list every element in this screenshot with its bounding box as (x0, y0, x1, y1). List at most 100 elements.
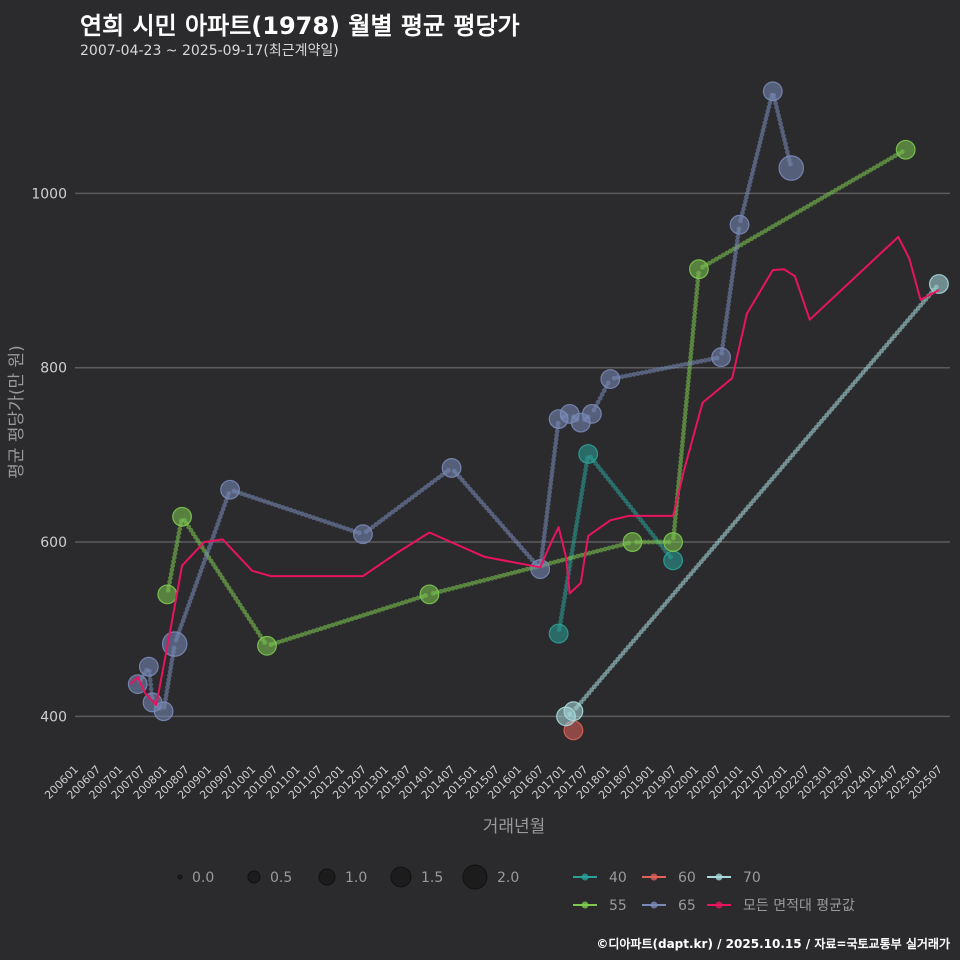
trend-dot (688, 355, 693, 360)
trend-dot (571, 554, 577, 560)
trend-dot (741, 206, 746, 212)
trend-dot (322, 519, 328, 524)
trend-dot (680, 431, 686, 437)
trend-dot (692, 310, 698, 316)
trend-dot (577, 499, 583, 505)
trend-dot (493, 574, 499, 580)
trend-dot (542, 526, 548, 531)
trend-dot (469, 580, 475, 586)
trend-dot (742, 240, 747, 246)
y-tick-label: 400 (40, 709, 67, 725)
trend-dot (164, 689, 170, 694)
area-legend-label: 70 (743, 870, 761, 886)
trend-dot (623, 373, 629, 379)
trend-dot (730, 270, 736, 276)
trend-dot (242, 609, 248, 615)
trend-dot (369, 610, 374, 616)
trend-dot (542, 530, 548, 536)
trend-dot (745, 238, 751, 244)
trend-dot (439, 472, 445, 478)
trend-dot (598, 547, 604, 553)
data-point (441, 458, 462, 478)
trend-dot (564, 583, 569, 589)
trend-dot (688, 351, 694, 356)
trend-dot (576, 507, 582, 513)
trend-dot (558, 615, 564, 621)
size-legend-label: 0.5 (270, 870, 292, 886)
trend-dot (168, 575, 173, 581)
trend-dot (280, 638, 285, 644)
trend-dot (685, 387, 690, 392)
trend-dot (691, 360, 696, 366)
trend-dot (688, 347, 694, 352)
trend-dot (690, 334, 695, 340)
trend-dot (678, 455, 684, 461)
trend-dot (254, 496, 260, 502)
trend-dot (222, 578, 227, 584)
trend-dot (724, 310, 730, 316)
trend-dot (567, 563, 573, 569)
trend-dot (840, 183, 846, 189)
trend-dot (759, 132, 765, 137)
trend-dot (780, 218, 786, 223)
trend-dot (721, 334, 727, 340)
trend-dot (169, 567, 175, 573)
trend-dot (176, 530, 182, 536)
trend-dot (213, 525, 219, 531)
trend-dot (582, 471, 588, 477)
trend-dot (681, 427, 687, 433)
data-point (548, 623, 569, 644)
trend-dot (231, 592, 236, 598)
trend-dot (345, 526, 351, 532)
trend-dot (794, 210, 800, 215)
trend-dot (545, 505, 551, 511)
trend-dot (759, 230, 765, 236)
trend-dot (390, 509, 395, 515)
trend-lines (137, 92, 939, 717)
trend-dot (681, 423, 687, 429)
trend-dot (540, 546, 546, 552)
trend-dot (561, 599, 567, 605)
trend-dot (477, 578, 483, 584)
trend-dot (415, 595, 421, 601)
trend-dot (326, 623, 332, 629)
trend-dot (579, 552, 585, 558)
trend-dot (549, 469, 555, 475)
trend-dot (257, 633, 263, 639)
trend-dot (679, 443, 685, 449)
trend-dot (720, 338, 726, 344)
trend-dot (481, 577, 487, 583)
data-point (600, 369, 621, 389)
trend-dot (729, 274, 735, 280)
trend-dot (284, 506, 290, 512)
trend-dot (372, 609, 378, 614)
trend-dot (181, 614, 187, 620)
trend-dot (573, 523, 579, 529)
trend-dot (717, 254, 723, 260)
trend-dot (409, 494, 415, 500)
trend-dot (330, 622, 336, 628)
size-legend: 0.0 0.5 1.0 1.5 2.0 (177, 864, 519, 890)
trend-dot (296, 510, 301, 516)
trend-dot (299, 632, 305, 638)
trend-dot (497, 573, 503, 579)
trend-dot (571, 539, 577, 545)
area-legend-label: 55 (609, 898, 627, 914)
trend-dot (314, 627, 320, 633)
trend-dot (573, 527, 579, 533)
trend-dot (659, 366, 665, 372)
trend-dot (677, 463, 683, 469)
area-legend-key-dot (581, 901, 589, 909)
trend-dot (748, 175, 754, 181)
trend-dot (727, 294, 732, 300)
trend-dot (277, 503, 282, 509)
trend-dot (591, 549, 596, 555)
trend-dot (693, 302, 698, 308)
trend-dot (345, 617, 351, 623)
data-point (663, 532, 684, 552)
trend-dot (188, 595, 194, 601)
trend-dot (724, 314, 730, 320)
trend-dot (671, 364, 677, 369)
trend-dot (735, 234, 741, 240)
trend-dot (311, 515, 317, 521)
